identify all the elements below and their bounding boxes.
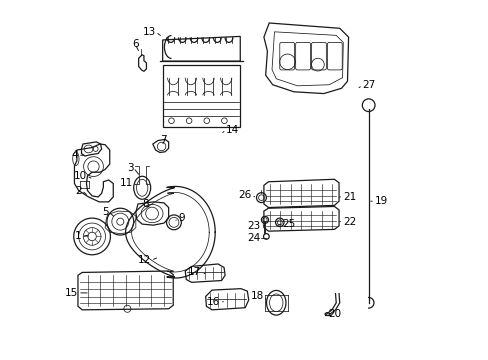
Text: 1: 1 bbox=[75, 231, 81, 242]
Text: 6: 6 bbox=[132, 39, 138, 49]
Text: 25: 25 bbox=[282, 219, 295, 229]
Text: 17: 17 bbox=[188, 267, 201, 278]
Text: 3: 3 bbox=[126, 163, 133, 173]
Text: 7: 7 bbox=[160, 135, 166, 145]
Text: 19: 19 bbox=[374, 196, 387, 206]
Text: 5: 5 bbox=[102, 207, 108, 217]
Text: 18: 18 bbox=[250, 292, 264, 301]
Text: 24: 24 bbox=[246, 233, 260, 243]
Text: 2: 2 bbox=[75, 186, 81, 195]
Text: 9: 9 bbox=[178, 213, 184, 223]
Text: 23: 23 bbox=[246, 221, 260, 231]
Text: 22: 22 bbox=[343, 217, 356, 227]
Text: 4: 4 bbox=[71, 150, 78, 160]
Text: 10: 10 bbox=[73, 171, 86, 181]
Text: 15: 15 bbox=[64, 288, 78, 298]
Text: 20: 20 bbox=[328, 309, 341, 319]
Text: 26: 26 bbox=[238, 190, 251, 200]
Text: 14: 14 bbox=[225, 125, 239, 135]
Text: 12: 12 bbox=[138, 256, 151, 265]
Text: 16: 16 bbox=[206, 297, 219, 307]
Text: 13: 13 bbox=[142, 27, 155, 37]
Text: 21: 21 bbox=[343, 192, 356, 202]
Text: 8: 8 bbox=[142, 199, 149, 209]
Text: 27: 27 bbox=[362, 80, 375, 90]
Text: 11: 11 bbox=[120, 178, 133, 188]
